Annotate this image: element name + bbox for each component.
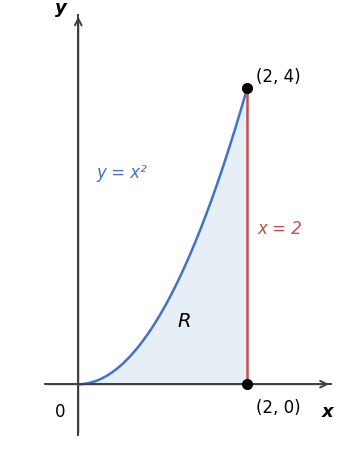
Text: (2, 0): (2, 0) <box>256 399 300 417</box>
Text: y = x²: y = x² <box>97 164 148 182</box>
Text: R: R <box>177 312 190 331</box>
Text: (2, 4): (2, 4) <box>256 68 300 86</box>
Text: x = 2: x = 2 <box>258 219 302 238</box>
Text: x: x <box>322 403 333 421</box>
Text: 0: 0 <box>54 403 65 421</box>
Text: y: y <box>55 0 67 17</box>
